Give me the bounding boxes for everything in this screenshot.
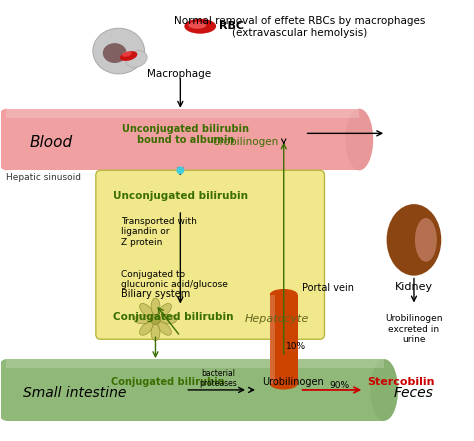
Text: Hepatic sinusoid: Hepatic sinusoid [6,173,82,182]
Ellipse shape [415,218,437,262]
Ellipse shape [126,51,147,67]
Ellipse shape [122,51,131,57]
Ellipse shape [160,315,177,324]
Text: Normal removal of effete RBCs by macrophages
(extravascular hemolysis): Normal removal of effete RBCs by macroph… [174,16,425,38]
Ellipse shape [103,43,127,63]
Ellipse shape [151,298,160,315]
Bar [6,359,384,421]
Text: Urobilinogen: Urobilinogen [262,377,324,387]
Text: Blood: Blood [29,135,73,150]
Ellipse shape [270,289,298,300]
Text: Stercobilin: Stercobilin [367,377,435,387]
Circle shape [151,314,161,324]
Text: Urobilinogen: Urobilinogen [212,137,279,146]
FancyBboxPatch shape [96,170,325,339]
Ellipse shape [158,303,172,317]
Text: Kidney: Kidney [395,282,433,292]
Ellipse shape [346,109,373,170]
Ellipse shape [370,359,398,421]
Text: Biliary system: Biliary system [121,289,190,299]
Text: Conjugated bilirubin: Conjugated bilirubin [113,312,233,322]
Ellipse shape [184,19,216,34]
Ellipse shape [270,378,298,389]
Ellipse shape [120,51,137,61]
Text: Portal vein: Portal vein [301,283,354,292]
Text: bacterial
proteases: bacterial proteases [199,369,237,389]
Ellipse shape [139,303,153,317]
Bar [6,109,359,118]
Ellipse shape [188,22,206,29]
Ellipse shape [134,315,151,324]
Text: Macrophage: Macrophage [146,69,210,79]
Text: Feces: Feces [394,386,434,400]
Ellipse shape [346,109,373,170]
Text: Conjugated to
glucuronic acid/glucose: Conjugated to glucuronic acid/glucose [121,270,228,289]
Text: Unconjugated bilirubin: Unconjugated bilirubin [113,191,248,201]
Text: Hepatocyte: Hepatocyte [245,314,310,324]
Ellipse shape [0,109,20,170]
Ellipse shape [387,204,441,276]
Text: 10%: 10% [286,342,306,351]
Text: Transported with
ligandin or
Z protein: Transported with ligandin or Z protein [121,217,197,247]
Ellipse shape [0,359,20,421]
Ellipse shape [370,359,398,421]
Bar [270,295,275,384]
Text: Unconjugated bilirubin
bound to albumin: Unconjugated bilirubin bound to albumin [122,124,249,146]
Ellipse shape [151,324,160,341]
Bar [270,295,298,384]
Text: RBC: RBC [219,21,244,31]
Text: 90%: 90% [329,381,350,390]
Circle shape [176,166,184,174]
Ellipse shape [93,28,145,74]
Ellipse shape [139,322,153,335]
Bar [6,359,384,368]
Ellipse shape [158,322,172,335]
Bar [6,109,359,170]
Text: Conjugated bilirubin: Conjugated bilirubin [111,377,224,387]
Text: Small intestine: Small intestine [23,386,127,400]
Text: Urobilinogen
excreted in
urine: Urobilinogen excreted in urine [385,314,443,344]
